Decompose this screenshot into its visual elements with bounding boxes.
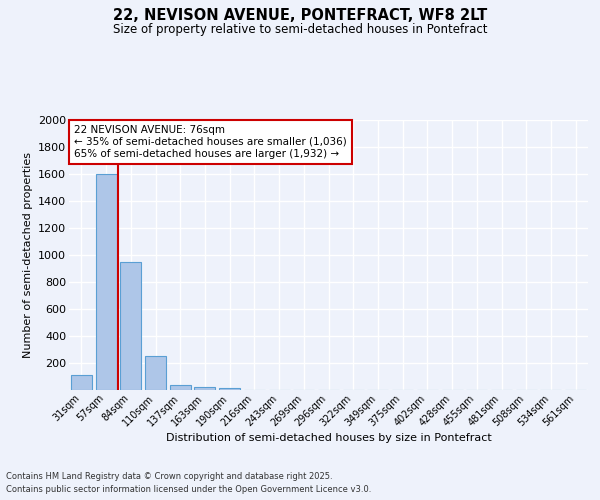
- Text: 22, NEVISON AVENUE, PONTEFRACT, WF8 2LT: 22, NEVISON AVENUE, PONTEFRACT, WF8 2LT: [113, 8, 487, 22]
- Bar: [71, 375, 92, 390]
- Text: 22 NEVISON AVENUE: 76sqm
← 35% of semi-detached houses are smaller (1,036)
65% o: 22 NEVISON AVENUE: 76sqm ← 35% of semi-d…: [74, 126, 347, 158]
- Bar: [194, 388, 215, 390]
- X-axis label: Distribution of semi-detached houses by size in Pontefract: Distribution of semi-detached houses by …: [166, 433, 491, 443]
- Bar: [120, 262, 141, 390]
- Text: Contains HM Land Registry data © Crown copyright and database right 2025.: Contains HM Land Registry data © Crown c…: [6, 472, 332, 481]
- Bar: [170, 386, 191, 390]
- Bar: [219, 388, 240, 390]
- Bar: [145, 356, 166, 390]
- Y-axis label: Number of semi-detached properties: Number of semi-detached properties: [23, 152, 32, 358]
- Text: Contains public sector information licensed under the Open Government Licence v3: Contains public sector information licen…: [6, 485, 371, 494]
- Bar: [95, 174, 116, 390]
- Text: Size of property relative to semi-detached houses in Pontefract: Size of property relative to semi-detach…: [113, 22, 487, 36]
